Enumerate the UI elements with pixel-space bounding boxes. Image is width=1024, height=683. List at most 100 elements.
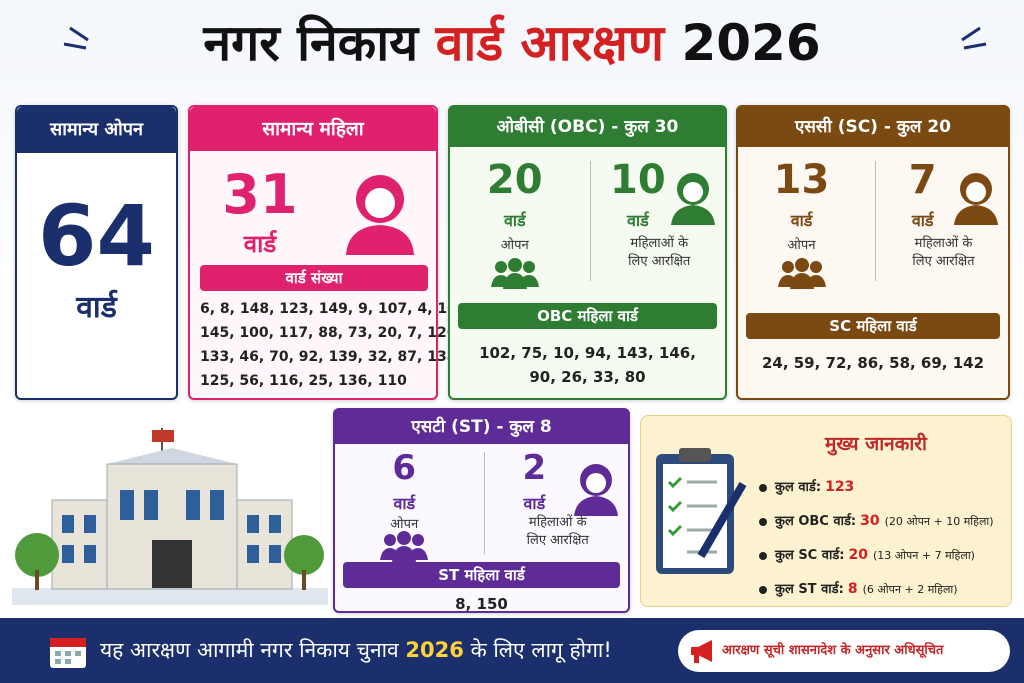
unit: वार्ड	[911, 211, 934, 230]
big-number: 20	[486, 157, 543, 203]
list-title: वार्ड संख्या	[200, 265, 428, 291]
building-illustration	[12, 428, 328, 605]
unit: वार्ड	[627, 211, 649, 230]
card-header: एससी (SC) - कुल 20	[738, 107, 1008, 147]
unit: वार्ड	[523, 494, 546, 513]
ward-list: 24, 59, 72, 86, 58, 69, 142	[738, 351, 1008, 375]
card-header: ओबीसी (OBC) - कुल 30	[450, 107, 725, 147]
key-info-title: मुख्य जानकारी	[825, 433, 927, 455]
ward-list: 8, 150	[335, 592, 628, 616]
card-header: सामान्य ओपन	[17, 107, 176, 153]
footer: यह आरक्षण आगामी नगर निकाय चुनाव 2026 के …	[0, 618, 1024, 683]
label: ओपन	[390, 517, 419, 532]
decoration	[63, 26, 89, 50]
item-detail: (13 ओपन + 7 महिला)	[873, 549, 975, 562]
bullet	[759, 585, 767, 594]
woman-icon	[952, 169, 1000, 229]
item-value: 123	[825, 479, 855, 495]
label-line: महिलाओं के	[630, 236, 689, 251]
key-info-list: कुल वार्ड: 123 कुल OBC वार्ड: 30 (20 ओपन + 1…	[759, 470, 1011, 606]
bullet	[759, 517, 767, 526]
divider	[483, 452, 485, 554]
unit: वार्ड	[790, 211, 813, 230]
calendar-icon	[50, 638, 86, 668]
ward-list-line: 125, 56, 116, 25, 136, 110	[200, 373, 407, 389]
key-info-item: कुल ST वार्ड: 8 (6 ओपन + 2 महिला)	[759, 572, 1011, 606]
group-icon-shape	[490, 258, 539, 289]
ward-list-line: 6, 8, 148, 123, 149, 9, 107, 4, 108,	[200, 301, 472, 317]
item-label: कुल वार्ड:	[775, 480, 822, 495]
big-number: 2	[522, 448, 547, 488]
unit: वार्ड	[503, 211, 526, 230]
footer-text-part: यह आरक्षण आगामी नगर निकाय चुनाव	[100, 638, 399, 662]
woman-icon-shape	[671, 173, 715, 225]
label-line: लिए आरक्षित	[912, 254, 975, 269]
label: ओपन	[787, 238, 816, 253]
key-info-item: कुल SC वार्ड: 20 (13 ओपन + 7 महिला)	[759, 538, 1011, 572]
unit: वार्ड	[393, 494, 416, 513]
card-header: एसटी (ST) - कुल 8	[335, 410, 628, 444]
general-women-card: सामान्य महिला 31 वार्ड वार्ड संख्या 6, 8…	[188, 105, 472, 400]
key-info-item: कुल OBC वार्ड: 30 (20 ओपन + 10 महिला)	[759, 504, 1011, 538]
notice-badge: आरक्षण सूची शासनादेश के अनुसार अधिसूचित	[678, 630, 1010, 672]
big-number: 13	[773, 157, 830, 203]
big-number: 10	[610, 157, 666, 203]
item-value: 8	[847, 581, 858, 597]
ward-list-line: 102, 75, 10, 94, 143, 146,	[479, 344, 696, 362]
item-label: कुल ST वार्ड:	[775, 582, 844, 597]
big-number: 64	[38, 187, 155, 285]
title-part: नगर निकाय	[203, 14, 419, 72]
key-info-box: मुख्य जानकारी कुल वार्ड: 123 कुल OBC वार्ड…	[640, 415, 1012, 607]
checklist-icon	[656, 448, 747, 574]
ward-list-line: 24, 59, 72, 86, 58, 69, 142	[761, 354, 985, 372]
title: नगर निकाय वार्ड आरक्षण 2026	[0, 8, 1024, 78]
general-open-card: सामान्य ओपन 64 वार्ड	[15, 105, 178, 400]
group-icon-shape	[380, 531, 429, 562]
title-year: 2026	[681, 14, 821, 72]
ward-list-line: 145, 100, 117, 88, 73, 20, 7, 126,	[200, 325, 462, 341]
label-line: लिए आरक्षित	[628, 254, 691, 269]
label-lines: महिलाओं के लिए आरक्षित	[879, 235, 1008, 271]
big-number: 6	[392, 448, 417, 488]
divider	[875, 161, 876, 281]
key-info-item: कुल वार्ड: 123	[759, 470, 1011, 504]
ward-list-line: 90, 26, 33, 80	[529, 368, 646, 386]
badge-text: आरक्षण सूची शासनादेश के अनुसार अधिसूचित	[722, 643, 944, 658]
group-icon	[380, 530, 429, 566]
megaphone-icon	[691, 640, 712, 663]
item-label: कुल OBC वार्ड:	[775, 514, 857, 529]
woman-icon-shape	[574, 464, 618, 516]
item-detail: (6 ओपन + 2 महिला)	[862, 583, 958, 596]
ward-list-line: 133, 46, 70, 92, 139, 32, 87, 138,	[200, 349, 462, 365]
footer-text-part: के लिए लागू होगा!	[470, 638, 612, 662]
big-number: 7	[908, 157, 937, 203]
ward-list: 6, 8, 148, 123, 149, 9, 107, 4, 108, 145,…	[200, 297, 472, 393]
list-title: ST महिला वार्ड	[343, 562, 620, 588]
woman-icon	[346, 175, 414, 255]
footer-highlight: 2026	[405, 638, 464, 662]
unit: वार्ड	[76, 290, 117, 325]
woman-icon-shape	[954, 173, 998, 225]
group-icon	[490, 257, 539, 293]
item-value: 20	[848, 547, 868, 563]
unit: वार्ड	[243, 230, 277, 258]
label-lines: महिलाओं के लिए आरक्षित	[488, 514, 629, 550]
label-line: महिलाओं के	[528, 515, 587, 530]
ward-list-line: 8, 150	[455, 595, 508, 613]
ward-list: 102, 75, 10, 94, 143, 146, 90, 26, 33, 80	[450, 341, 725, 389]
item-detail: (20 ओपन + 10 महिला)	[884, 515, 994, 528]
footer-text: यह आरक्षण आगामी नगर निकाय चुनाव 2026 के …	[100, 632, 670, 668]
decoration	[961, 26, 987, 50]
bullet	[759, 483, 767, 492]
obc-card: ओबीसी (OBC) - कुल 30 20 वार्ड ओपन 10 वार्ड महि…	[448, 105, 727, 400]
item-label: कुल SC वार्ड:	[775, 548, 845, 563]
list-title: OBC महिला वार्ड	[458, 303, 717, 329]
group-icon	[777, 257, 826, 293]
label: ओपन	[500, 238, 529, 253]
title-highlight: वार्ड आरक्षण	[435, 14, 665, 72]
st-card: एसटी (ST) - कुल 8 6 वार्ड ओपन 2 वार्ड महिलाओं …	[333, 408, 630, 613]
group-icon-shape	[777, 258, 826, 289]
label-line: महिलाओं के	[914, 236, 973, 251]
woman-icon	[669, 169, 717, 229]
